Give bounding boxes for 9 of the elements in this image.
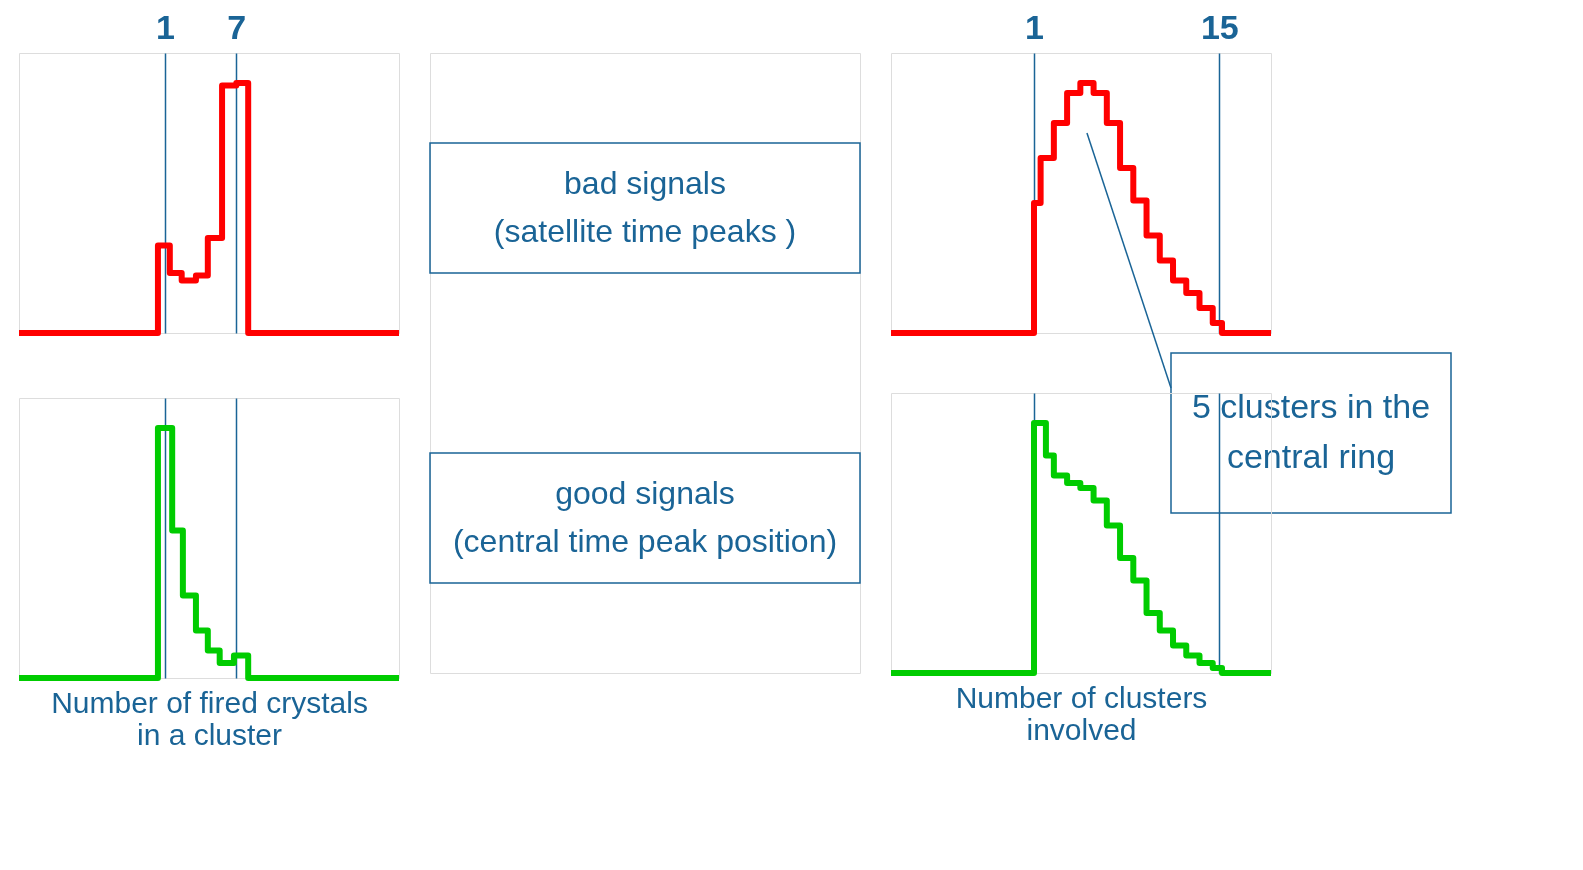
x-tick-label: 7 [227, 7, 247, 46]
x-axis-title: Number of clusters involved [955, 680, 1208, 746]
text: bad signals (satellite time peaks ) [493, 165, 797, 249]
x-tick-label: 1 [156, 7, 176, 46]
text: good signals (central time peak position) [452, 475, 838, 559]
x-tick-label: 1 [1025, 7, 1044, 46]
x-tick-label: 15 [1200, 7, 1239, 46]
annotation: 5 clusters in the central ring [1191, 387, 1431, 475]
x-axis-title: Number of fired crystals in a cluster [51, 685, 368, 751]
